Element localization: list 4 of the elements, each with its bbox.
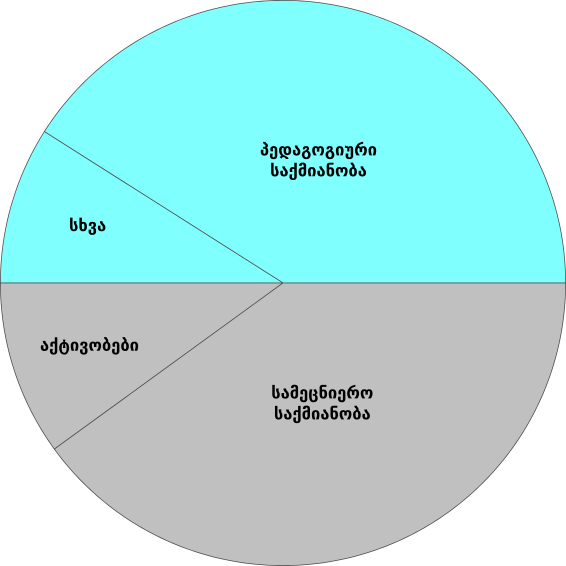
slice-label: აქტივობები [40,337,138,355]
slice-label: სამეცნიერო საქმიანობა [272,384,373,424]
slice-label: პედაგოგიური საქმიანობა [260,142,376,180]
slice-label: სხვა [70,218,106,235]
